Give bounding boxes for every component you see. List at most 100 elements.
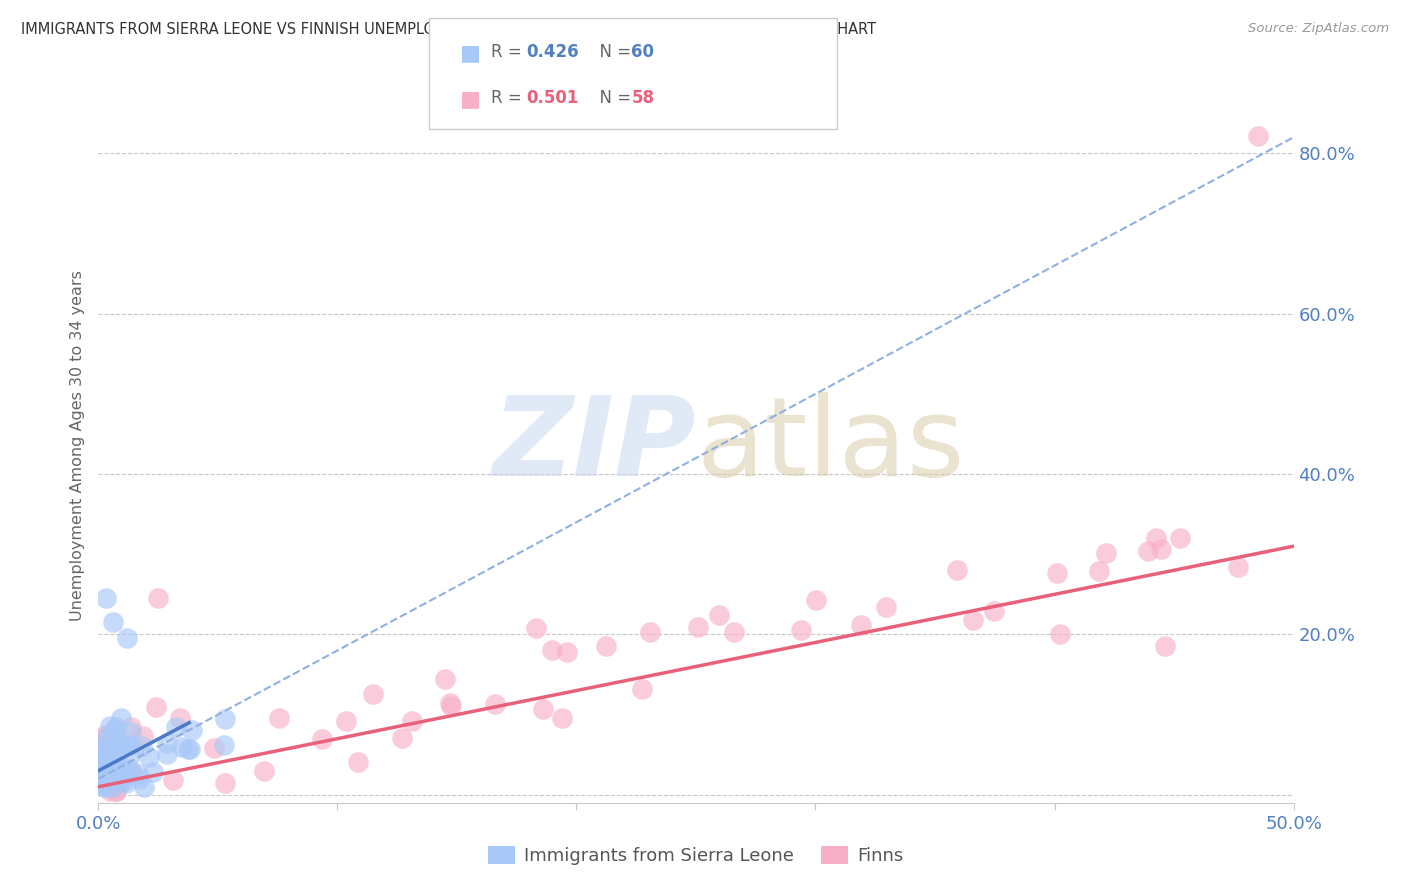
Point <box>169 710 191 724</box>
Point <box>118 738 141 752</box>
Point <box>90 751 112 765</box>
Point <box>1247 128 1270 143</box>
Text: 0.426: 0.426 <box>526 43 578 61</box>
Point <box>790 623 813 637</box>
Text: N =: N = <box>589 43 637 61</box>
Point <box>132 729 155 743</box>
Text: 58: 58 <box>631 89 654 107</box>
Point <box>101 615 124 630</box>
Point <box>361 687 384 701</box>
Point <box>267 711 290 725</box>
Point <box>1154 640 1177 654</box>
Point <box>128 772 150 787</box>
Text: R =: R = <box>491 43 527 61</box>
Point <box>555 645 578 659</box>
Point <box>87 750 110 764</box>
Point <box>170 740 193 755</box>
Point <box>120 720 142 734</box>
Point <box>94 591 117 606</box>
Point <box>121 765 143 780</box>
Point <box>100 743 122 757</box>
Point <box>100 719 122 733</box>
Point <box>156 737 179 751</box>
Point <box>179 741 201 756</box>
Point <box>945 563 967 577</box>
Point <box>101 780 124 794</box>
Point <box>631 682 654 697</box>
Point <box>202 740 225 755</box>
Point <box>120 762 142 776</box>
Point <box>1094 546 1116 560</box>
Point <box>391 731 413 746</box>
Point <box>433 673 456 687</box>
Point <box>108 773 131 788</box>
Point <box>127 767 149 781</box>
Point <box>103 723 125 737</box>
Point <box>962 613 984 627</box>
Point <box>180 723 202 737</box>
Point <box>98 757 121 772</box>
Point <box>94 780 117 794</box>
Point <box>595 640 617 654</box>
Point <box>103 731 125 745</box>
Legend: Immigrants from Sierra Leone, Finns: Immigrants from Sierra Leone, Finns <box>481 838 911 872</box>
Point <box>541 643 564 657</box>
Point <box>524 621 547 635</box>
Point <box>115 632 138 646</box>
Point <box>707 607 730 622</box>
Point <box>439 696 461 710</box>
Point <box>91 765 114 780</box>
Point <box>131 739 153 753</box>
Point <box>1144 531 1167 545</box>
Point <box>162 773 184 788</box>
Point <box>104 784 127 798</box>
Point <box>98 784 121 798</box>
Point <box>640 625 662 640</box>
Point <box>177 742 200 756</box>
Text: ZIP: ZIP <box>492 392 696 500</box>
Point <box>875 599 897 614</box>
Point <box>89 739 111 754</box>
Point <box>110 737 132 751</box>
Text: ■: ■ <box>460 89 481 109</box>
Point <box>347 755 370 769</box>
Point <box>115 762 138 776</box>
Point <box>214 776 236 790</box>
Point <box>484 697 506 711</box>
Point <box>145 699 167 714</box>
Point <box>118 748 141 763</box>
Point <box>335 714 357 728</box>
Point <box>98 741 121 756</box>
Point <box>91 742 114 756</box>
Point <box>142 765 165 780</box>
Point <box>111 775 134 789</box>
Point <box>94 780 117 794</box>
Point <box>105 784 128 798</box>
Point <box>110 742 132 756</box>
Point <box>165 720 187 734</box>
Point <box>1136 544 1159 558</box>
Point <box>110 711 132 725</box>
Point <box>108 772 131 787</box>
Point <box>90 731 112 746</box>
Point <box>93 753 115 767</box>
Point <box>103 738 125 752</box>
Point <box>156 747 179 761</box>
Point <box>98 740 121 755</box>
Point <box>1049 627 1071 641</box>
Point <box>1149 541 1171 556</box>
Text: N =: N = <box>589 89 637 107</box>
Point <box>253 764 276 778</box>
Point <box>120 724 142 739</box>
Point <box>104 720 127 734</box>
Point <box>214 712 236 726</box>
Point <box>134 780 156 794</box>
Point <box>91 756 114 771</box>
Point <box>90 770 112 784</box>
Point <box>94 759 117 773</box>
Text: atlas: atlas <box>696 392 965 500</box>
Point <box>311 731 333 746</box>
Text: Source: ZipAtlas.com: Source: ZipAtlas.com <box>1249 22 1389 36</box>
Point <box>551 711 574 725</box>
Point <box>1226 559 1249 574</box>
